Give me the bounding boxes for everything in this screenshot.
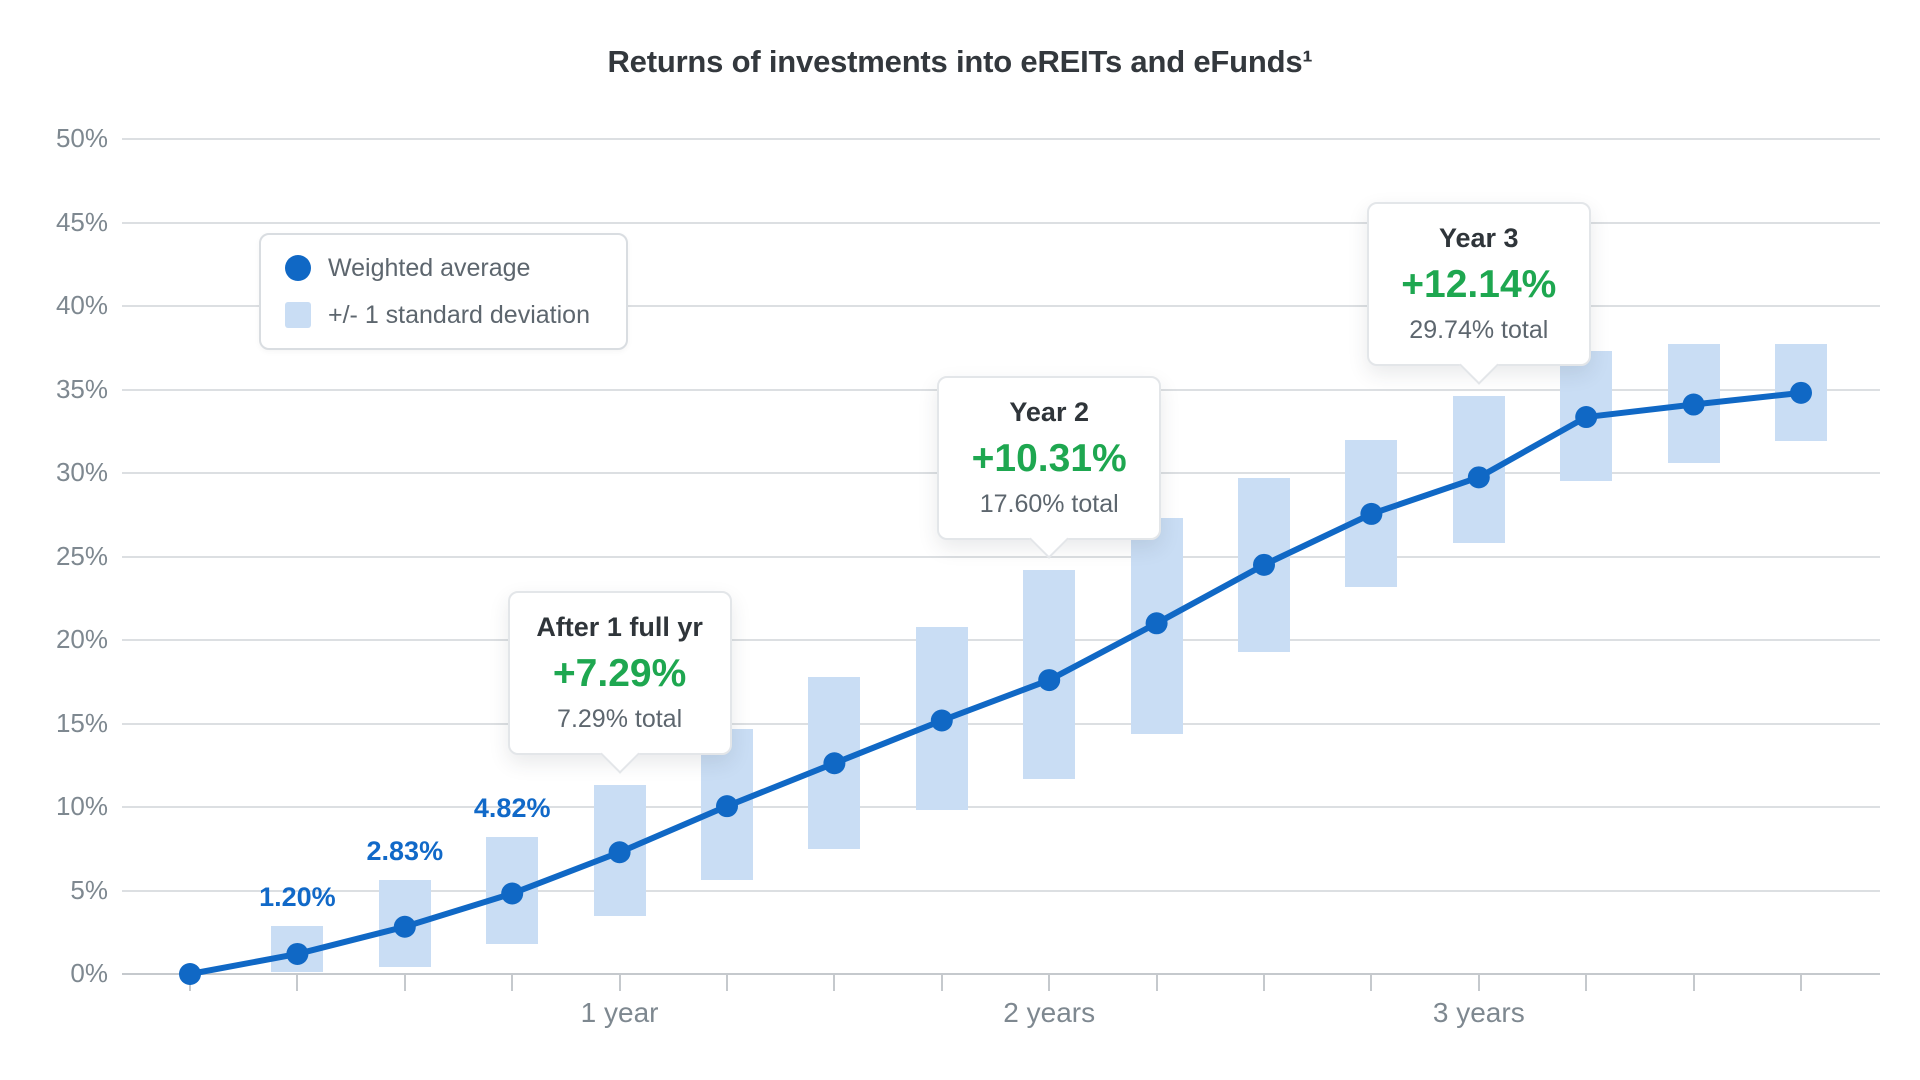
x-axis-label-1-year: 1 year <box>580 997 659 1028</box>
y-axis-label-50pct: 50% <box>55 123 108 153</box>
y-axis-label-20pct: 20% <box>55 624 108 654</box>
x-axis-tick <box>403 975 406 991</box>
gridline-25pct <box>122 555 1880 558</box>
legend-item-standard-deviation: +/- 1 standard deviation <box>285 301 626 330</box>
data-point-dot <box>1145 612 1168 635</box>
standard-deviation-square-icon <box>285 302 311 328</box>
gridline-40pct <box>122 305 1880 307</box>
x-axis-tick <box>833 975 836 991</box>
weighted-average-dot-icon <box>285 255 311 281</box>
x-axis-tick <box>940 975 943 991</box>
gridline-10pct <box>122 806 1880 808</box>
gridline-45pct <box>122 221 1880 224</box>
point-value-label: 2.83% <box>366 836 444 867</box>
x-axis-tick <box>618 975 621 991</box>
y-axis-label-40pct: 40% <box>55 290 108 320</box>
callout-after-1-full-yr: After 1 full yr +7.29% 7.29% total <box>507 591 732 775</box>
chart-legend: Weighted average +/- 1 standard deviatio… <box>259 233 628 350</box>
data-point-dot <box>1575 406 1598 429</box>
legend-item-weighted-average: Weighted average <box>285 254 626 283</box>
x-axis-label-3-years: 3 years <box>1432 997 1525 1028</box>
y-axis-label-35pct: 35% <box>55 373 108 404</box>
legend-label: +/- 1 standard deviation <box>328 300 590 329</box>
callout-total: 29.74% total <box>1409 316 1549 345</box>
callout-title: Year 3 <box>1439 223 1519 254</box>
data-point-dot <box>1790 381 1812 404</box>
data-point-dot <box>393 915 416 938</box>
x-axis-label-2-years: 2 years <box>1003 997 1096 1028</box>
legend-label: Weighted average <box>328 253 531 282</box>
data-point-dot <box>1360 502 1383 525</box>
callout-title: After 1 full yr <box>536 612 703 643</box>
y-axis-label-0pct: 0% <box>70 958 108 988</box>
y-axis-label-30pct: 30% <box>55 457 108 487</box>
data-point-dot <box>501 882 524 905</box>
callout-return-value: +12.14% <box>1401 263 1557 307</box>
gridline-15pct <box>122 722 1880 725</box>
point-value-label: 1.20% <box>259 881 336 912</box>
gridline-50pct <box>122 138 1880 140</box>
data-point-dot <box>716 795 738 818</box>
data-point-dot <box>1038 669 1061 692</box>
y-axis-label-25pct: 25% <box>55 540 108 571</box>
chart-title: Returns of investments into eREITs and e… <box>607 44 1313 79</box>
x-axis-tick <box>511 975 514 991</box>
data-point-dot <box>1467 466 1490 489</box>
y-axis-label-10pct: 10% <box>55 791 108 821</box>
x-axis-tick <box>1585 975 1588 991</box>
x-axis-tick <box>726 975 728 991</box>
callout-total: 17.60% total <box>979 489 1119 518</box>
x-axis-tick <box>1155 975 1158 991</box>
callout-year-3: Year 3 +12.14% 29.74% total <box>1366 202 1591 385</box>
data-point-dot <box>1682 393 1705 416</box>
x-axis-tick <box>296 975 299 991</box>
x-axis-tick <box>1370 975 1373 991</box>
y-axis-label-15pct: 15% <box>55 707 108 738</box>
callout-year-2: Year 2 +10.31% 17.60% total <box>937 375 1162 559</box>
gridline-5pct <box>122 889 1880 892</box>
gridline-20pct <box>122 639 1880 641</box>
callout-total: 7.29% total <box>557 705 683 734</box>
callout-return-value: +7.29% <box>552 652 687 696</box>
x-axis-tick <box>1477 975 1480 991</box>
x-axis-tick <box>1800 975 1802 991</box>
x-axis-tick <box>1048 975 1051 991</box>
weighted-average-line <box>187 389 1804 977</box>
y-axis-label-5pct: 5% <box>70 874 108 905</box>
data-point-dot <box>823 752 846 775</box>
x-axis-tick <box>1692 975 1695 991</box>
x-axis-tick <box>1263 975 1265 991</box>
data-point-dot <box>608 841 631 864</box>
data-point-dot <box>930 709 953 732</box>
point-value-label: 4.82% <box>473 793 551 824</box>
gridline-0pct <box>122 973 1880 975</box>
data-point-dot <box>286 942 309 965</box>
data-point-dot <box>179 963 201 985</box>
data-point-dot <box>1253 553 1275 576</box>
callout-return-value: +10.31% <box>971 436 1127 480</box>
callout-title: Year 2 <box>1009 396 1089 427</box>
y-axis-label-45pct: 45% <box>55 206 108 237</box>
